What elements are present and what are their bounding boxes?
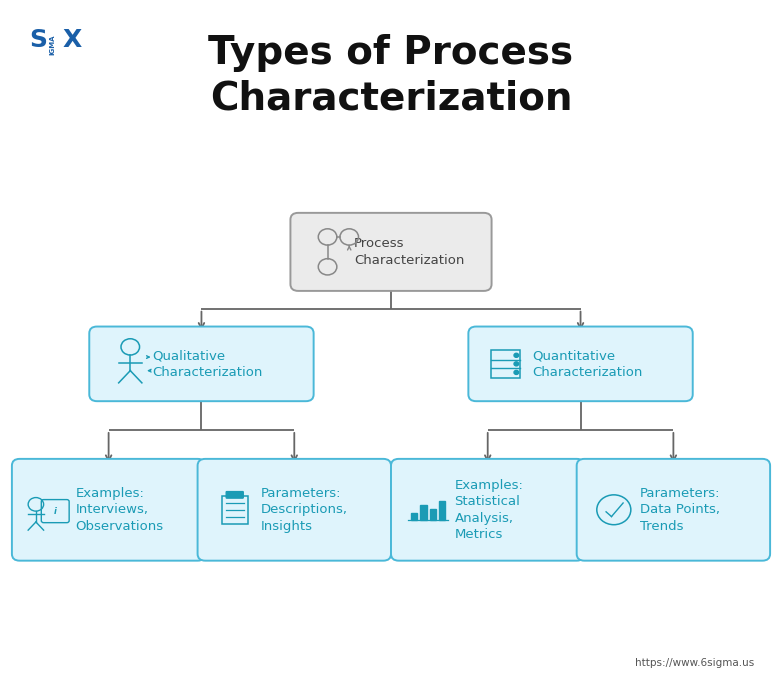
FancyBboxPatch shape [290,213,492,291]
Bar [421,505,427,520]
FancyBboxPatch shape [576,459,770,561]
Text: Parameters:
Data Points,
Trends: Parameters: Data Points, Trends [640,487,721,533]
Text: Examples:
Interviews,
Observations: Examples: Interviews, Observations [75,487,163,533]
Text: Qualitative
Characterization: Qualitative Characterization [152,349,263,379]
Text: Examples:
Statistical
Analysis,
Metrics: Examples: Statistical Analysis, Metrics [454,479,523,541]
FancyBboxPatch shape [226,491,243,498]
Bar [429,509,436,520]
FancyBboxPatch shape [391,459,584,561]
FancyBboxPatch shape [12,459,206,561]
Text: https://www.6sigma.us: https://www.6sigma.us [635,658,755,668]
Text: i: i [54,506,56,516]
Text: S: S [29,28,47,52]
Text: IGMA: IGMA [50,35,56,55]
FancyBboxPatch shape [198,459,391,561]
Text: X: X [63,28,81,52]
Text: Parameters:
Descriptions,
Insights: Parameters: Descriptions, Insights [261,487,348,533]
Bar [439,501,445,520]
FancyBboxPatch shape [89,326,314,401]
Bar [411,513,418,520]
Text: Process
Characterization: Process Characterization [354,237,465,267]
Text: Quantitative
Characterization: Quantitative Characterization [532,349,642,379]
Text: Types of Process
Characterization: Types of Process Characterization [209,34,573,117]
FancyBboxPatch shape [468,326,693,401]
Circle shape [514,370,518,374]
Circle shape [514,362,518,366]
Circle shape [514,353,518,357]
